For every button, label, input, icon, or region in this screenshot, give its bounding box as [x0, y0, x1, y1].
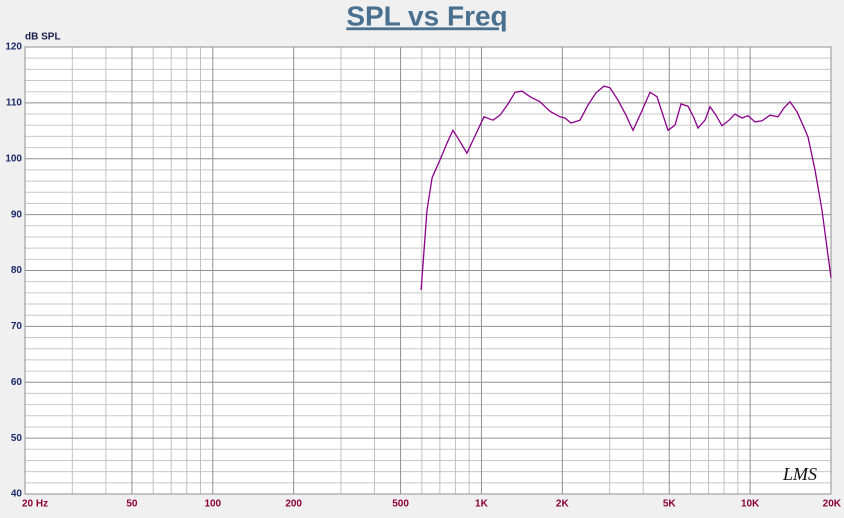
x-tick-label: 20 Hz — [22, 499, 48, 510]
y-tick-label: 70 — [11, 321, 23, 332]
y-tick-label: 80 — [11, 265, 23, 276]
y-tick-label: 120 — [5, 42, 22, 53]
chart-title: SPL vs Freq — [346, 0, 507, 31]
y-tick-label: 90 — [11, 209, 23, 220]
x-tick-label: 100 — [204, 499, 221, 510]
y-tick-label: 100 — [5, 153, 22, 164]
x-tick-label: 1K — [475, 499, 489, 510]
y-tick-label: 110 — [6, 98, 23, 109]
x-tick-label: 50 — [126, 499, 138, 510]
y-tick-label: 50 — [11, 433, 23, 444]
y-tick-label: 60 — [11, 377, 23, 388]
x-tick-label: 20K — [823, 499, 842, 510]
spl-curve — [420, 85, 832, 291]
x-tick-label: 500 — [392, 499, 409, 510]
x-tick-label: 5K — [663, 499, 677, 510]
y-axis-label: dB SPL — [25, 32, 61, 43]
x-tick-label: 2K — [556, 499, 570, 510]
x-tick-label: 200 — [285, 499, 302, 510]
x-tick-label: 10K — [741, 499, 760, 510]
logo: LMS — [782, 464, 817, 484]
y-tick-label: 40 — [11, 489, 23, 500]
